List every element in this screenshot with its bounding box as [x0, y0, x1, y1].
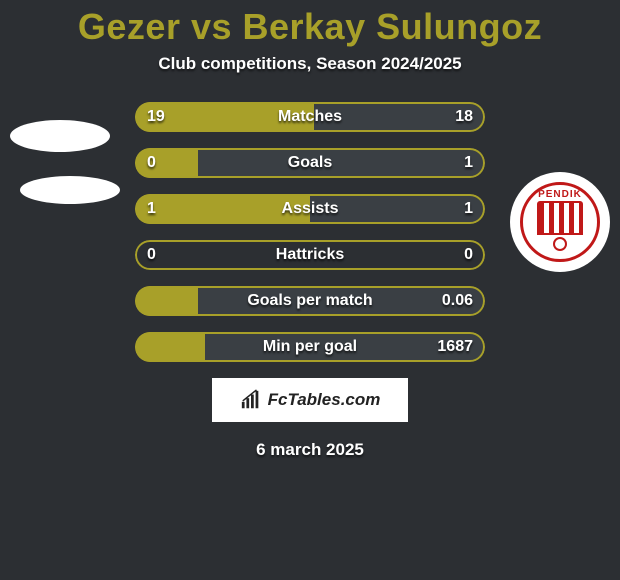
stat-row: Matches 19 18	[135, 102, 485, 132]
stat-fill-player1	[135, 332, 205, 362]
stat-value-player2: 1	[464, 154, 473, 172]
club-badge-ball	[553, 237, 567, 251]
stats-container: Matches1918Goals01Assists11Hattricks00Go…	[135, 102, 485, 362]
stat-row: Min per goal 1687	[135, 332, 485, 362]
stat-label: Assists	[282, 200, 339, 218]
stat-fill-player1	[135, 148, 198, 178]
stat-row: Goals per match 0.06	[135, 286, 485, 316]
stat-value-player2: 0	[464, 246, 473, 264]
stat-value-player2: 18	[455, 108, 473, 126]
club-badge-stripes	[537, 201, 583, 235]
comparison-subtitle: Club competitions, Season 2024/2025	[0, 54, 620, 74]
stat-label: Goals per match	[247, 292, 372, 310]
stat-label: Hattricks	[276, 246, 344, 264]
stat-row: Goals 0 1	[135, 148, 485, 178]
player1-club-badge-placeholder-1	[10, 120, 110, 152]
stat-value-player1: 0	[147, 154, 156, 172]
player2-club-badge: PENDIK	[510, 172, 610, 272]
stat-row: Hattricks 0 0	[135, 240, 485, 270]
stat-fill-player1	[135, 286, 198, 316]
stat-value-player2: 1687	[437, 338, 473, 356]
stat-label: Goals	[288, 154, 332, 172]
stat-value-player1: 19	[147, 108, 165, 126]
comparison-title: Gezer vs Berkay Sulungoz	[0, 0, 620, 48]
watermark: FcTables.com	[212, 378, 408, 422]
stat-label: Min per goal	[263, 338, 357, 356]
player1-club-badge-placeholder-2	[20, 176, 120, 204]
snapshot-date: 6 march 2025	[0, 440, 620, 460]
club-badge-text: PENDIK	[538, 189, 582, 200]
chart-icon	[240, 389, 262, 411]
stat-fill-player2	[198, 148, 485, 178]
stat-value-player2: 1	[464, 200, 473, 218]
watermark-text: FcTables.com	[268, 390, 381, 410]
stat-label: Matches	[278, 108, 342, 126]
stat-row: Assists 1 1	[135, 194, 485, 224]
stat-value-player2: 0.06	[442, 292, 473, 310]
stat-value-player1: 1	[147, 200, 156, 218]
stat-value-player1: 0	[147, 246, 156, 264]
